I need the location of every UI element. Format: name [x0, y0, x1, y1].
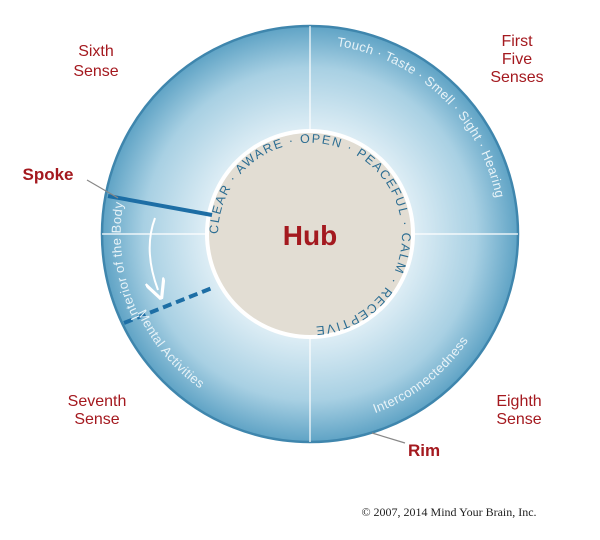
spoke-pointer-line: [86, 179, 119, 199]
spoke-label: Spoke: [22, 165, 73, 184]
eighth-sense-label-line2: Sense: [496, 411, 541, 428]
rim-pointer-line: [371, 432, 406, 444]
first-five-senses-label-line2: Five: [502, 51, 532, 68]
sixth-sense-label-line2: Sense: [73, 63, 118, 80]
sixth-sense-label-line1: Sixth: [78, 43, 114, 60]
first-five-senses-label-line1: First: [501, 33, 533, 50]
rim-label: Rim: [408, 441, 440, 460]
rotation-arrow: [150, 217, 158, 290]
spoke-dashed: [123, 286, 213, 325]
hub-label: Hub: [283, 220, 337, 251]
seventh-sense-label-line2: Sense: [74, 411, 119, 428]
hub-inner-circle: [209, 133, 411, 335]
spoke-solid: [107, 194, 213, 217]
eighth-sense-label-line1: Eighth: [496, 393, 541, 410]
copyright-notice: © 2007, 2014 Mind Your Brain, Inc.: [361, 505, 536, 519]
first-five-senses-label-line3: Senses: [490, 69, 543, 86]
seventh-sense-label-line1: Seventh: [68, 393, 127, 410]
